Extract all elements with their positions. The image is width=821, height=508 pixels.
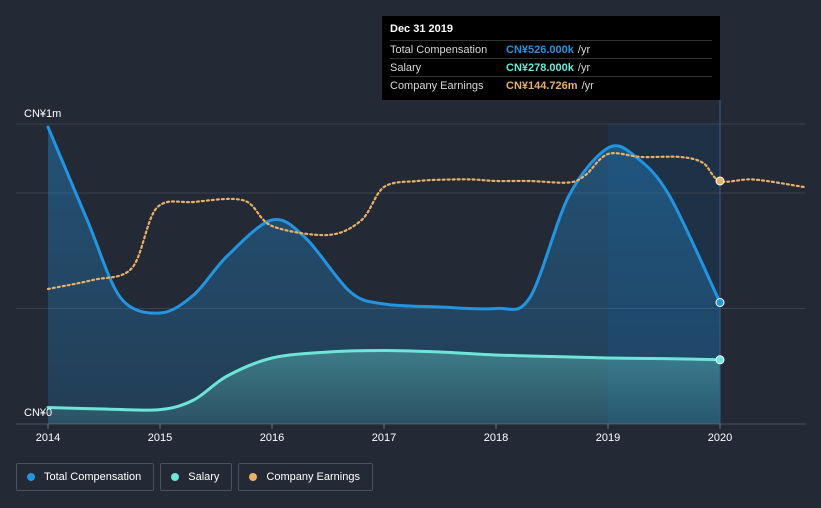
legend: Total Compensation Salary Company Earnin… xyxy=(16,463,373,491)
series-markers xyxy=(715,176,725,365)
x-tick-label: 2015 xyxy=(148,432,172,444)
legend-label: Total Compensation xyxy=(44,471,142,483)
series-areas xyxy=(48,127,720,424)
legend-item-company-earnings[interactable]: Company Earnings xyxy=(238,463,373,491)
marker-company-earnings xyxy=(715,176,725,186)
tooltip-row-company-earnings: Company Earnings CN¥144.726m /yr xyxy=(390,77,712,94)
tooltip-row-salary: Salary CN¥278.000k /yr xyxy=(390,59,712,77)
tooltip: Dec 31 2019 Total Compensation CN¥526.00… xyxy=(382,16,720,100)
x-axis-ticks: 2014 2015 2016 2017 2018 2019 2020 xyxy=(36,424,732,444)
x-tick-label: 2020 xyxy=(708,432,732,444)
marker-salary xyxy=(715,355,725,365)
y-tick-label-top: CN¥1m xyxy=(24,108,61,120)
area-salary xyxy=(48,350,720,424)
tooltip-unit: /yr xyxy=(581,79,594,92)
legend-dot-icon xyxy=(27,473,35,481)
x-tick-label: 2014 xyxy=(36,432,60,444)
x-tick-label: 2017 xyxy=(372,432,396,444)
line-company-earnings xyxy=(46,152,806,291)
tooltip-title: Dec 31 2019 xyxy=(390,23,712,41)
series-lines xyxy=(46,125,806,412)
legend-label: Salary xyxy=(188,471,220,483)
tooltip-value: CN¥278.000k xyxy=(506,61,574,74)
marker-total-compensation xyxy=(715,298,725,307)
x-tick-label: 2018 xyxy=(484,432,508,444)
line-total-compensation xyxy=(46,125,722,315)
tooltip-label: Total Compensation xyxy=(390,43,488,56)
legend-dot-icon xyxy=(249,473,258,481)
x-tick-label: 2019 xyxy=(596,432,620,444)
legend-item-total-compensation[interactable]: Total Compensation xyxy=(16,463,155,491)
y-tick-label-bottom: CN¥0 xyxy=(24,407,52,419)
tooltip-label: Company Earnings xyxy=(390,79,484,92)
tooltip-unit: /yr xyxy=(577,43,591,56)
tooltip-label: Salary xyxy=(390,61,422,74)
tooltip-unit: /yr xyxy=(577,61,591,74)
line-salary xyxy=(46,348,722,412)
area-total-compensation xyxy=(48,127,720,424)
tooltip-row-total-compensation: Total Compensation CN¥526.000k /yr xyxy=(390,41,712,59)
tooltip-value: CN¥144.726m xyxy=(506,79,578,92)
legend-item-salary[interactable]: Salary xyxy=(160,463,233,491)
x-tick-label: 2016 xyxy=(260,432,284,444)
tooltip-value: CN¥526.000k xyxy=(506,43,574,56)
legend-label: Company Earnings xyxy=(266,471,360,483)
legend-dot-icon xyxy=(171,473,180,481)
